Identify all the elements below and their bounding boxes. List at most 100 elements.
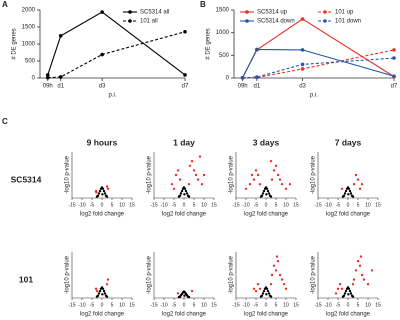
point [343, 292, 347, 295]
x-axis-label: log2 fold change [244, 312, 289, 318]
point [267, 292, 271, 295]
x-tick-label: -5 [336, 302, 341, 308]
legend-label: SC5314 up [257, 10, 288, 16]
point [340, 187, 344, 190]
x-tick-label: -15 [314, 202, 321, 208]
x-tick-label: -10 [160, 302, 167, 308]
point [347, 187, 351, 190]
point [187, 295, 191, 299]
point [352, 278, 356, 281]
point [352, 183, 356, 186]
point [300, 62, 305, 67]
point [101, 187, 105, 190]
point [178, 178, 182, 181]
y-tick-label: 500 [219, 53, 230, 59]
x-tick-label: 10 [201, 202, 207, 208]
x-axis-label: log2 fold change [80, 212, 125, 218]
y-axis-label: -log10 p-value [311, 155, 317, 194]
x-tick-label: d1 [57, 84, 64, 90]
point [187, 195, 191, 198]
legend-label: 101 all [140, 19, 158, 25]
panel-label: B [200, 0, 206, 9]
point [258, 183, 262, 186]
x-tick-label: -5 [90, 202, 95, 208]
point [97, 192, 101, 195]
point [103, 192, 107, 195]
point [351, 195, 355, 198]
point [248, 183, 252, 186]
point [360, 183, 364, 186]
point [269, 283, 273, 286]
x-tick-label: -5 [172, 202, 177, 208]
y-axis-label: -log10 p-value [65, 155, 71, 194]
point [177, 195, 181, 198]
x-axis-label: log2 fold change [80, 312, 125, 318]
legend-marker [323, 19, 327, 23]
point [262, 189, 266, 193]
point [300, 48, 305, 52]
point [95, 289, 99, 293]
point [105, 185, 109, 188]
point [261, 192, 265, 195]
point [276, 260, 280, 263]
point [269, 295, 273, 298]
point [349, 192, 353, 195]
point [300, 67, 305, 71]
point [354, 173, 358, 177]
y-axis-label: -log10 p-value [229, 255, 235, 294]
point [194, 173, 198, 177]
panel-label: C [2, 117, 8, 126]
x-tick-label: -5 [254, 202, 259, 208]
point [98, 189, 102, 193]
x-tick-label: -15 [150, 202, 157, 208]
point [351, 283, 355, 286]
point [284, 187, 288, 190]
legend-label: 101 down [335, 19, 361, 25]
y-axis-label: -log10 p-value [311, 255, 317, 294]
point [392, 48, 396, 52]
x-tick-label: 5 [275, 202, 278, 208]
point [176, 292, 180, 295]
point [278, 178, 282, 181]
y-tick-label: 0 [226, 76, 230, 82]
y-tick-label: 1500 [22, 25, 36, 31]
x-tick-label: 10 [365, 202, 371, 208]
point [58, 75, 63, 79]
point [58, 34, 63, 38]
y-tick-label: 0 [32, 76, 36, 82]
x-tick-label: -5 [336, 202, 341, 208]
column-title: 9 hours [87, 137, 118, 147]
point [105, 295, 109, 298]
point [338, 283, 342, 286]
x-tick-label: 0 [347, 302, 350, 308]
point [356, 178, 360, 181]
x-tick-label: 10 [365, 302, 371, 308]
x-tick-label: 10 [283, 302, 289, 308]
point [102, 289, 106, 293]
y-tick-label: 1500 [216, 8, 230, 14]
legend-marker [245, 10, 249, 14]
point [95, 191, 98, 194]
x-tick-label: 15 [293, 202, 299, 208]
point [275, 255, 279, 258]
point [105, 195, 109, 198]
point [269, 160, 273, 163]
x-tick-label: d7 [391, 84, 398, 90]
point [370, 269, 374, 272]
x-axis-label: p.i. [108, 93, 116, 99]
x-tick-label: d1 [254, 84, 261, 90]
x-axis-label: log2 fold change [326, 212, 371, 218]
point [358, 187, 362, 190]
legend-label: 101 up [335, 10, 354, 16]
point [280, 183, 284, 186]
point [254, 289, 258, 293]
x-tick-label: -10 [78, 302, 85, 308]
y-axis-label: -log10 p-value [229, 155, 235, 194]
x-axis-label: p.i. [310, 93, 318, 99]
y-tick-label: 2000 [22, 8, 36, 14]
point [106, 187, 110, 190]
point [392, 74, 396, 78]
point [276, 173, 280, 177]
point [252, 178, 256, 181]
legend-marker [128, 19, 132, 23]
